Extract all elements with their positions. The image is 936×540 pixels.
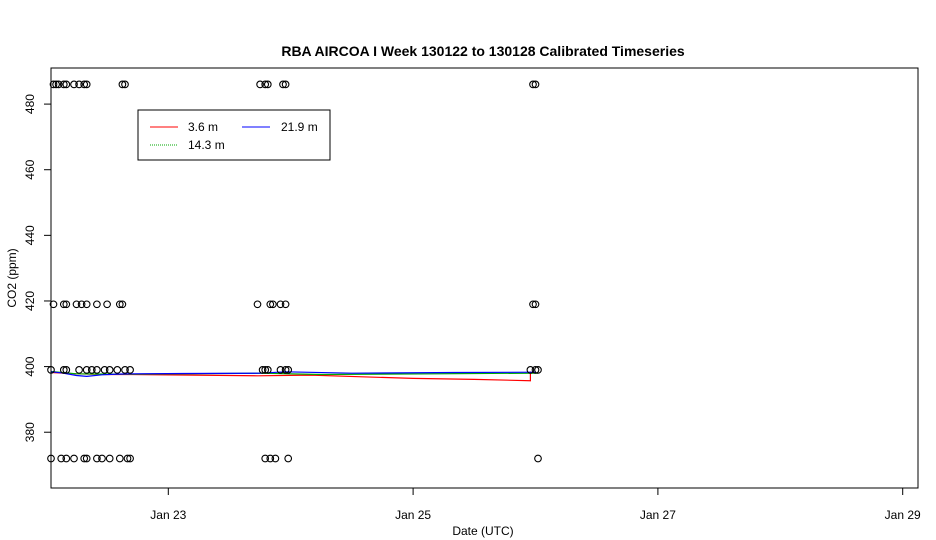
data-point bbox=[80, 80, 89, 89]
data-point bbox=[263, 366, 272, 374]
data-point bbox=[263, 80, 272, 89]
data-point bbox=[126, 366, 134, 374]
data-point bbox=[72, 300, 81, 309]
plot-frame bbox=[50, 67, 919, 489]
y-axis-label: CO2 (ppm) bbox=[5, 248, 19, 307]
data-point bbox=[80, 454, 89, 463]
data-point bbox=[93, 454, 101, 463]
data-point bbox=[118, 300, 127, 309]
x-tick-label: Jan 27 bbox=[640, 508, 676, 522]
data-point bbox=[115, 454, 124, 463]
data-point bbox=[62, 300, 71, 309]
data-point bbox=[279, 80, 287, 89]
data-point bbox=[59, 366, 68, 374]
x-axis: Jan 23 Jan 25 Jan 27 Jan 29 bbox=[150, 488, 921, 522]
data-point bbox=[126, 454, 134, 463]
data-point bbox=[261, 366, 270, 374]
legend-label-14-3m: 14.3 m bbox=[188, 138, 225, 152]
plot-area bbox=[47, 80, 542, 463]
data-point bbox=[75, 80, 83, 89]
data-point bbox=[281, 80, 290, 89]
data-point bbox=[115, 300, 124, 309]
data-point bbox=[75, 366, 83, 374]
data-point bbox=[261, 80, 270, 89]
data-point bbox=[82, 366, 91, 374]
y-tick-label: 480 bbox=[23, 94, 37, 114]
data-point bbox=[534, 454, 542, 463]
x-tick-label: Jan 29 bbox=[885, 508, 921, 522]
data-point bbox=[529, 80, 537, 89]
data-point bbox=[52, 80, 60, 89]
data-point bbox=[531, 366, 540, 374]
data-point bbox=[121, 80, 129, 89]
legend-box bbox=[137, 109, 331, 161]
data-point bbox=[118, 80, 127, 89]
legend-label-21-9m: 21.9 m bbox=[281, 120, 318, 134]
y-tick-label: 420 bbox=[23, 291, 37, 311]
data-point bbox=[284, 454, 293, 463]
y-axis: 380 400 420 440 460 480 bbox=[23, 94, 51, 442]
data-point bbox=[93, 300, 101, 309]
y-tick-label: 460 bbox=[23, 159, 37, 179]
legend: 3.6 m 14.3 m 21.9 m bbox=[137, 109, 331, 161]
data-point bbox=[261, 454, 270, 463]
data-point bbox=[531, 80, 540, 89]
data-point bbox=[121, 366, 129, 374]
data-point bbox=[269, 300, 277, 309]
data-point bbox=[77, 300, 86, 309]
data-point bbox=[531, 300, 540, 309]
data-point bbox=[82, 454, 91, 463]
data-point bbox=[93, 366, 101, 374]
data-point bbox=[271, 454, 280, 463]
data-point bbox=[529, 300, 537, 309]
data-point bbox=[82, 300, 91, 309]
data-point bbox=[98, 454, 106, 463]
data-point bbox=[100, 366, 109, 374]
data-point bbox=[113, 366, 122, 374]
data-point bbox=[253, 300, 262, 309]
y-tick-label: 400 bbox=[23, 356, 37, 376]
data-point bbox=[534, 366, 542, 374]
data-point bbox=[123, 454, 132, 463]
data-point bbox=[82, 80, 91, 89]
data-point bbox=[258, 366, 267, 374]
data-point bbox=[62, 366, 71, 374]
data-point bbox=[276, 366, 285, 374]
data-point bbox=[54, 80, 63, 89]
data-point bbox=[284, 366, 293, 374]
data-point bbox=[256, 80, 264, 89]
data-point bbox=[57, 454, 66, 463]
data-point bbox=[105, 366, 114, 374]
data-point bbox=[281, 300, 290, 309]
x-tick-label: Jan 23 bbox=[150, 508, 186, 522]
y-tick-label: 440 bbox=[23, 225, 37, 245]
data-point bbox=[62, 454, 71, 463]
legend-label-3-6m: 3.6 m bbox=[188, 120, 218, 134]
data-point bbox=[103, 300, 111, 309]
data-point bbox=[59, 300, 68, 309]
data-point bbox=[105, 454, 114, 463]
data-point bbox=[266, 300, 275, 309]
data-point bbox=[49, 80, 58, 89]
data-point bbox=[276, 300, 285, 309]
x-axis-label: Date (UTC) bbox=[452, 524, 513, 538]
data-point bbox=[70, 80, 78, 89]
series-line-21-9-m bbox=[50, 371, 536, 378]
data-point bbox=[70, 454, 78, 463]
data-point bbox=[281, 366, 290, 374]
data-point bbox=[59, 80, 68, 89]
data-point bbox=[87, 366, 96, 374]
chart-title: RBA AIRCOA I Week 130122 to 130128 Calib… bbox=[281, 43, 685, 59]
data-point bbox=[266, 454, 275, 463]
data-point bbox=[526, 366, 535, 374]
data-point bbox=[49, 300, 58, 309]
y-tick-label: 380 bbox=[23, 422, 37, 442]
data-point bbox=[62, 80, 71, 89]
x-tick-label: Jan 25 bbox=[395, 508, 431, 522]
